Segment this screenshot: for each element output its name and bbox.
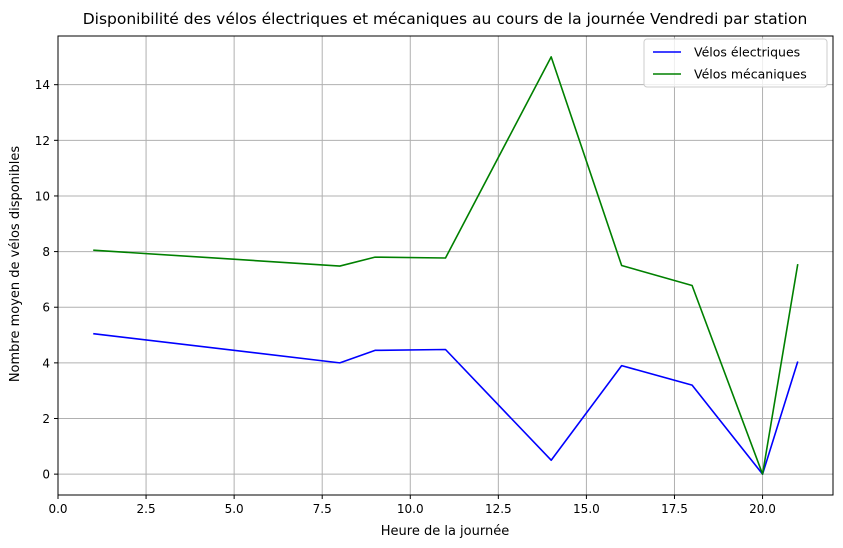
x-tick-label: 17.5 [661,502,688,516]
x-tick-label: 10.0 [397,502,424,516]
legend-label: Vélos mécaniques [694,67,807,82]
x-tick-label: 2.5 [137,502,156,516]
x-tick-label: 5.0 [225,502,244,516]
series-line [93,56,799,475]
y-tick-label: 0 [42,468,50,482]
legend-label: Vélos électriques [694,45,800,60]
x-axis-ticks: 0.0 2.5 5.0 7.5 10.0 12.5 15.0 17.5 20.0 [48,495,776,516]
y-axis-ticks: 0 2 4 6 8 10 12 14 [35,78,58,482]
y-tick-label: 4 [42,356,50,370]
y-tick-label: 2 [42,412,50,426]
grid [57,36,833,495]
x-tick-label: 0.0 [48,502,67,516]
legend-box [643,38,828,88]
y-axis-label: Nombre moyen de vélos disponibles [8,146,23,383]
plot-frame [57,35,834,496]
x-axis-label: Heure de la journée [381,524,509,539]
y-tick-label: 8 [42,245,50,259]
x-tick-label: 7.5 [313,502,332,516]
y-tick-label: 12 [35,134,50,148]
series-lines [93,56,799,475]
series-line [93,332,799,475]
chart-title: Disponibilité des vélos électriques et m… [83,10,808,28]
legend: Vélos électriques Vélos mécaniques [643,38,828,88]
x-tick-label: 20.0 [749,502,776,516]
x-tick-label: 15.0 [573,502,600,516]
y-tick-label: 14 [35,78,50,92]
y-tick-label: 6 [42,301,50,315]
y-tick-label: 10 [35,189,50,203]
x-tick-label: 12.5 [485,502,512,516]
